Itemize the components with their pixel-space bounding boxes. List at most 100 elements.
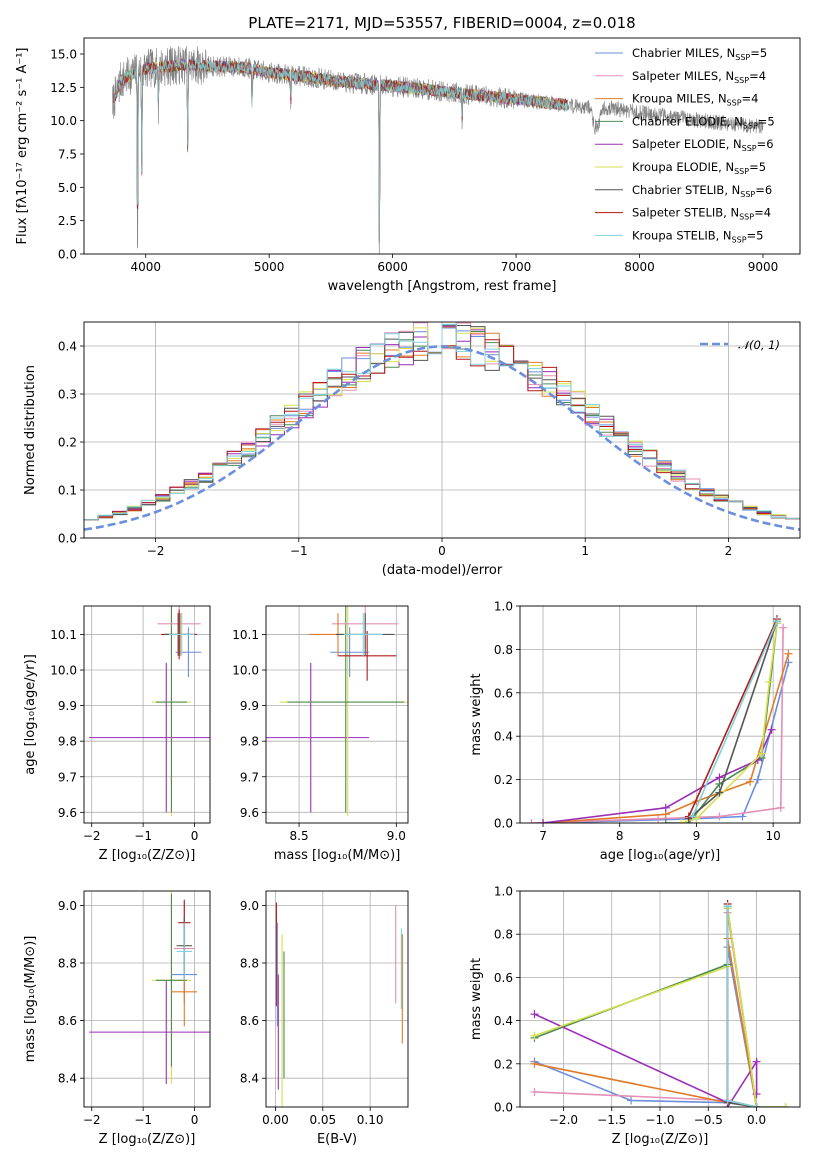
y-tick-label: 8.6 [240, 1014, 259, 1028]
x-axis-label: Z [log₁₀(Z/Z⊙)] [612, 1132, 709, 1147]
legend-label-suffix: =5 [758, 114, 775, 128]
x-tick-label: −0.5 [694, 1113, 723, 1127]
y-tick-label: 2.5 [58, 214, 77, 228]
legend-label-subscript: SSP [727, 99, 742, 108]
legend-label: Chabrier ELODIE, NSSP=5 [632, 114, 775, 130]
y-tick-label: 0.0 [494, 1101, 513, 1115]
x-tick-label: 9000 [748, 260, 779, 274]
x-tick-label: 0 [438, 544, 446, 558]
axes-frame [83, 321, 801, 539]
y-tick-label: 9.0 [240, 899, 259, 913]
y-tick-label: 9.8 [240, 735, 259, 749]
axes-weight-vs-Z: −2.0 −1.5 −1.0 −0.5 0.0 0.0 0.2 0.4 0.6 0.8 1.0 Z [… [469, 885, 801, 1147]
weight-line [691, 620, 778, 817]
legend-label-text: Chabrier STELIB, N [632, 183, 740, 197]
x-tick-label: 0.10 [357, 1113, 384, 1127]
legend-label: Salpeter STELIB, NSSP=4 [632, 206, 771, 222]
normal-distribution-curve [84, 345, 800, 531]
axes-age-vs-Z: −2 −1 0 9.6 9.7 9.8 9.9 10.0 10.1 Z [log₁₀(Z/Z⊙)]… [23, 605, 211, 863]
plot-area-mass-vs-Z [89, 891, 210, 1084]
y-tick-label: 0.6 [494, 686, 513, 700]
y-tick-label: 1.0 [494, 885, 513, 899]
axes-age-vs-mass: 8.5 9.0 9.6 9.7 9.8 9.9 10.0 10.1 mass [log₁₀(M/… [232, 605, 409, 863]
y-axis-label: mass weight [469, 958, 484, 1040]
model-spectrum-line [113, 58, 569, 245]
x-tick-label: 8.5 [290, 829, 309, 843]
axes-weight-vs-age: 7 8 9 10 0.0 0.2 0.4 0.6 0.8 1.0 age [log₁₀(age/yr… [469, 600, 801, 863]
y-tick-label: 9.9 [58, 699, 77, 713]
x-tick-label: −2 [83, 1113, 101, 1127]
x-tick-label: 9.0 [387, 829, 406, 843]
plot-area-weight-vs-age [527, 615, 793, 823]
x-axis-label: Z [log₁₀(Z/Z⊙)] [99, 1132, 196, 1147]
x-axis-label: E(B-V) [317, 1132, 357, 1147]
legend-label-subscript: SSP [742, 144, 757, 153]
x-axis-label: Z [log₁₀(Z/Z⊙)] [99, 848, 196, 863]
x-tick-label: 10 [766, 829, 781, 843]
axes-spectrum: 4000 5000 6000 7000 8000 9000 0.0 2.5 5.0 7.5 10.0… [15, 14, 801, 294]
x-tick-label: −1.0 [645, 1113, 674, 1127]
x-axis-label: age [log₁₀(age/yr)] [600, 848, 721, 863]
y-tick-label: 8.4 [240, 1072, 259, 1086]
legend-label-text: Salpeter MILES, N [632, 69, 734, 83]
legend-label-subscript: SSP [743, 121, 758, 130]
x-tick-label: −1.5 [597, 1113, 626, 1127]
y-tick-label: 0.3 [58, 388, 77, 402]
y-axis-label: Flux [fλ10⁻¹⁷ erg cm⁻² s⁻¹ A⁻¹] [15, 48, 30, 245]
x-tick-label: 0 [191, 829, 199, 843]
legend-label-suffix: =5 [749, 160, 766, 174]
y-tick-label: 9.7 [58, 770, 77, 784]
legend-label-text: Kroupa MILES, N [632, 92, 727, 106]
y-tick-label: 0.2 [494, 773, 513, 787]
x-axis-label: wavelength [Angstrom, rest frame] [328, 279, 557, 294]
x-tick-label: 9 [693, 829, 701, 843]
axes-frame [83, 37, 801, 255]
x-tick-label: 2 [725, 544, 733, 558]
axes-frame [83, 605, 211, 824]
y-tick-label: 8.4 [58, 1072, 77, 1086]
x-tick-label: −1 [134, 829, 152, 843]
y-tick-label: 0.8 [494, 643, 513, 657]
y-tick-label: 0.0 [58, 248, 77, 262]
x-tick-label: 0.00 [262, 1113, 289, 1127]
legend-label: 𝒩(0, 1) [738, 338, 780, 352]
legend-label-text: Chabrier MILES, N [632, 46, 735, 60]
legend-label-subscript: SSP [734, 76, 749, 85]
legend-label-suffix: =5 [747, 228, 764, 242]
y-tick-label: 15.0 [50, 48, 77, 62]
legend-label-subscript: SSP [734, 167, 749, 176]
x-tick-label: 5000 [254, 260, 285, 274]
x-axis-label: (data-model)/error [382, 563, 503, 578]
legend-label: Salpeter MILES, NSSP=4 [632, 69, 766, 85]
y-tick-label: 8.6 [58, 1014, 77, 1028]
y-tick-label: 0.0 [494, 817, 513, 831]
weight-line [688, 618, 778, 817]
y-tick-label: 7.5 [58, 148, 77, 162]
legend-label-text: Kroupa ELODIE, N [632, 160, 734, 174]
x-tick-label: −2 [83, 829, 101, 843]
x-tick-label: 8000 [624, 260, 655, 274]
legend-label: Chabrier MILES, NSSP=5 [632, 46, 767, 62]
y-tick-label: 9.6 [58, 806, 77, 820]
y-tick-label: 5.0 [58, 181, 77, 195]
y-axis-label: Normed distribution [23, 365, 38, 495]
legend-label-text: Salpeter ELODIE, N [632, 137, 742, 151]
x-tick-label: 6000 [377, 260, 408, 274]
legend-label-text: Salpeter STELIB, N [632, 206, 739, 220]
x-tick-label: −2 [147, 544, 165, 558]
x-tick-label: 7000 [501, 260, 532, 274]
legend-label: Kroupa STELIB, NSSP=5 [632, 228, 763, 244]
legend-label-suffix: =5 [750, 46, 767, 60]
legend-label: Salpeter ELODIE, NSSP=6 [632, 137, 774, 153]
x-tick-label: 0.0 [747, 1113, 766, 1127]
y-tick-label: 0.1 [58, 484, 77, 498]
y-tick-label: 10.0 [232, 664, 259, 678]
legend-label: Kroupa ELODIE, NSSP=5 [632, 160, 766, 176]
legend-label-text: Chabrier ELODIE, N [632, 114, 743, 128]
y-tick-label: 9.8 [58, 735, 77, 749]
legend-label: Chabrier STELIB, NSSP=6 [632, 183, 772, 199]
y-tick-label: 0.0 [58, 532, 77, 546]
axes-frame [265, 605, 409, 824]
y-tick-label: 10.0 [50, 114, 77, 128]
